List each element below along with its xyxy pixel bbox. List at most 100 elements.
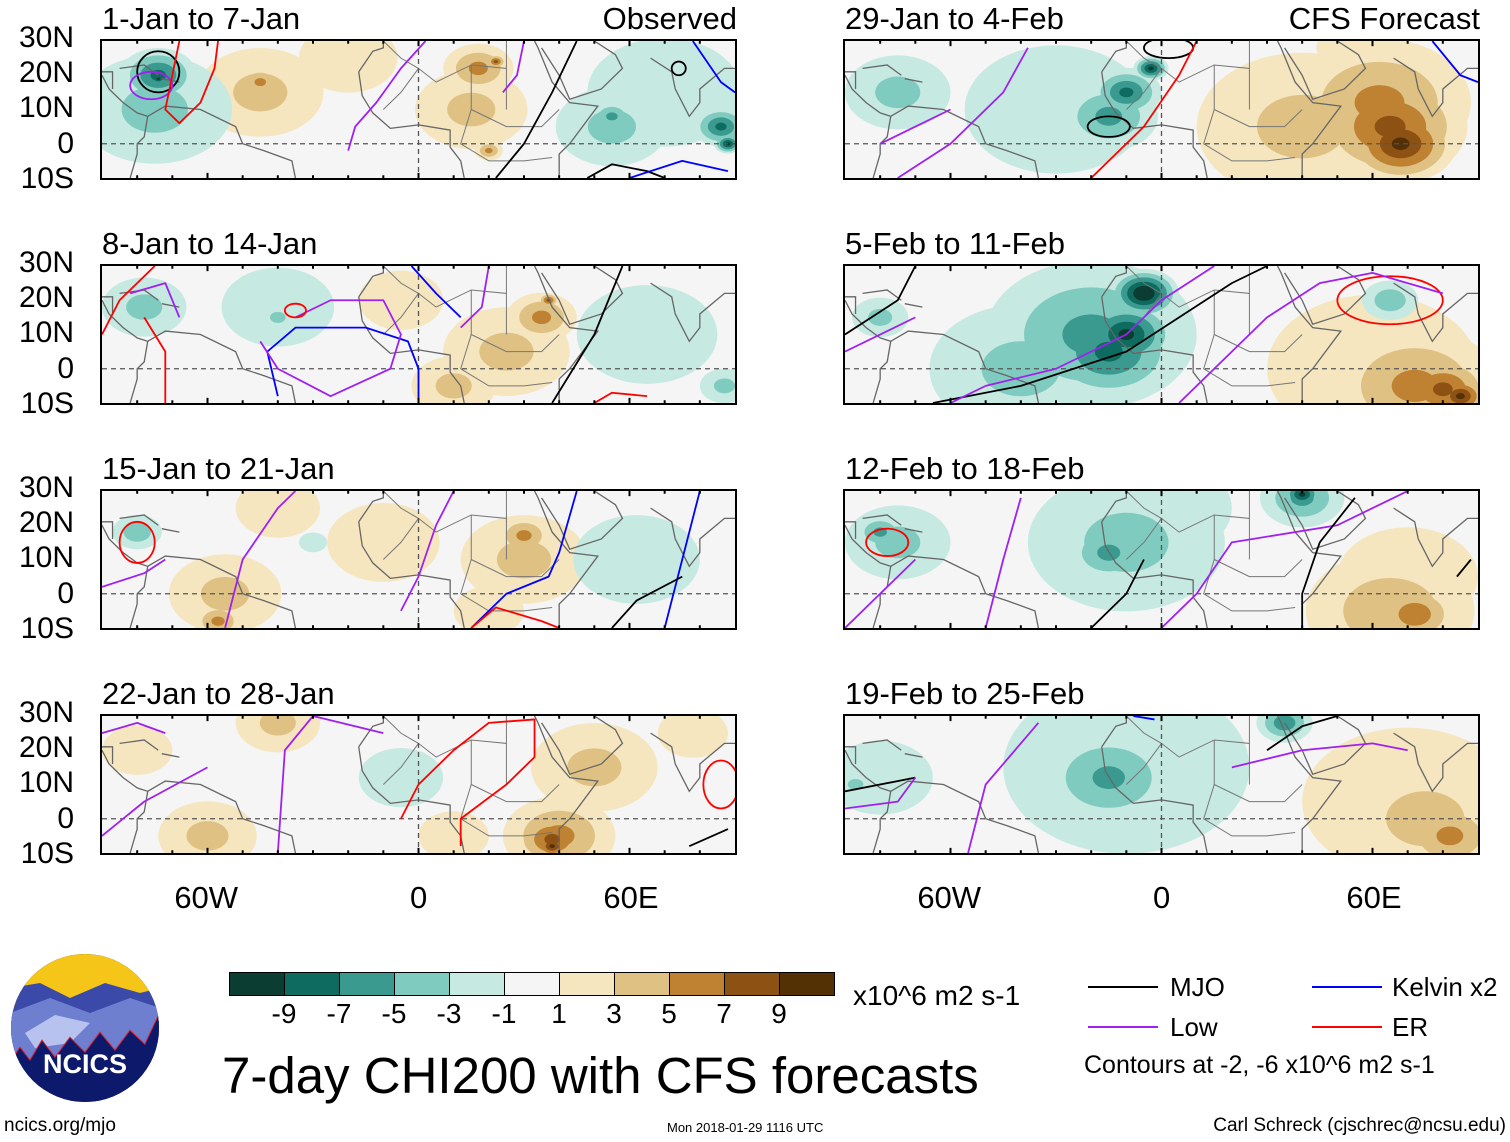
anomaly-map: [843, 264, 1480, 405]
contour-mjo: [612, 577, 682, 628]
coastline: [1285, 491, 1366, 549]
contour-low: [130, 72, 172, 99]
country-border: [461, 110, 552, 161]
country-border: [1126, 68, 1161, 109]
legend-line-kelvin: [1312, 986, 1382, 988]
country-border: [471, 515, 559, 577]
colorbar-swatch: [230, 973, 285, 995]
contour-low: [503, 41, 524, 92]
lon-label: 0: [409, 880, 428, 915]
contour-mjo: [552, 266, 622, 403]
anomaly-contour-fill: [606, 112, 618, 121]
country-border: [1204, 560, 1295, 611]
anomaly-map: [100, 714, 737, 855]
coastline: [1278, 716, 1341, 853]
coastline: [905, 79, 923, 82]
anomaly-contour-fill: [126, 294, 163, 320]
contour-mjo: [1302, 498, 1355, 628]
lat-label: 20N: [18, 506, 74, 540]
lat-label: 20N: [18, 281, 74, 315]
lat-label: 0: [57, 801, 74, 835]
contour-mjo: [933, 266, 1267, 403]
contour-mjo: [1457, 560, 1471, 577]
anomaly-map: [843, 489, 1480, 630]
coastline: [651, 733, 735, 791]
coastline: [1102, 491, 1127, 522]
anomaly-contour-fill: [715, 122, 727, 131]
coastline: [651, 508, 735, 566]
legend-line-low: [1088, 1026, 1158, 1028]
anomaly-contour-fill: [516, 530, 532, 541]
country-border: [1204, 110, 1295, 161]
coastline: [1285, 41, 1366, 99]
figure-title: 7-day CHI200 with CFS forecasts: [222, 1047, 979, 1104]
anomaly-contour-fill: [418, 811, 489, 853]
contour-low: [278, 716, 384, 853]
coastline: [845, 525, 1038, 628]
lat-label: 30N: [18, 696, 74, 729]
country-border: [1204, 335, 1295, 386]
coastline: [130, 791, 148, 853]
anomaly-contour-fill: [102, 725, 173, 775]
anomaly-map: [843, 39, 1480, 180]
contour-kelvin: [630, 161, 728, 178]
colorbar-tick-label: 9: [771, 998, 787, 1029]
anomaly-contour-fill: [875, 76, 921, 109]
anomaly-contour-fill: [868, 308, 893, 326]
map-panel: [843, 39, 1480, 180]
lat-label: 0: [57, 126, 74, 160]
anomaly-contour-fill: [544, 833, 560, 845]
contour-mjo: [689, 829, 728, 846]
lat-label: 10N: [18, 316, 74, 350]
coastline: [120, 740, 159, 750]
coastline: [535, 491, 598, 628]
panel-title: 19-Feb to 25-Feb: [845, 676, 1085, 711]
colorbar-swatch: [450, 973, 505, 995]
coastline: [873, 341, 891, 403]
anomaly-contour-fill: [235, 491, 321, 538]
country-border: [1214, 65, 1302, 127]
country-border: [383, 266, 506, 307]
country-border: [461, 785, 552, 836]
footer-url[interactable]: ncics.org/mjo: [4, 1115, 116, 1136]
anomaly-contour-fill: [453, 586, 524, 628]
anomaly-contour-fill: [1148, 66, 1154, 71]
contour-low: [986, 498, 1021, 628]
contour-low: [102, 560, 165, 587]
anomaly-contour-fill: [435, 373, 472, 399]
legend-label-er: ER: [1392, 1012, 1429, 1042]
coastline: [1285, 266, 1366, 324]
coastline: [130, 341, 148, 403]
anomaly-contour-fill: [254, 78, 267, 87]
lat-label: 20N: [18, 56, 74, 90]
panel-title: 12-Feb to 18-Feb: [845, 451, 1085, 486]
anomaly-contour-fill: [576, 285, 718, 384]
coastline: [651, 58, 735, 116]
anomaly-contour-fill: [1298, 492, 1306, 497]
panel-source-label: CFS Forecast: [1288, 1, 1480, 36]
country-border: [383, 293, 418, 334]
anomaly-contour-fill: [847, 779, 864, 790]
contour-kelvin: [665, 491, 700, 628]
colorbar-swatch: [340, 973, 395, 995]
coastline: [102, 300, 295, 403]
colorbar-tick-label: 7: [716, 998, 732, 1029]
anomaly-contour-fill: [573, 515, 700, 604]
colorbar-swatch: [395, 973, 450, 995]
contour-er: [471, 607, 559, 628]
colorbar-tick-label: -5: [381, 998, 407, 1029]
contour-kelvin: [693, 41, 735, 92]
anomaly-contour-fill: [1432, 382, 1453, 397]
contour-mjo: [137, 51, 179, 92]
anomaly-contour-fill: [845, 740, 933, 815]
contour-kelvin: [411, 266, 460, 317]
contour-mjo: [1091, 560, 1144, 629]
country-border: [471, 65, 559, 127]
lat-label: 10S: [20, 611, 74, 645]
coastline: [102, 750, 295, 853]
footer-author: Carl Schreck (cjschrec@ncsu.edu): [1213, 1115, 1506, 1136]
anomaly-contour-fill: [1398, 602, 1431, 626]
contour-low: [260, 300, 401, 396]
colorbar-swatch: [615, 973, 670, 995]
colorbar-units: x10^6 m2 s-1: [853, 980, 1021, 1011]
